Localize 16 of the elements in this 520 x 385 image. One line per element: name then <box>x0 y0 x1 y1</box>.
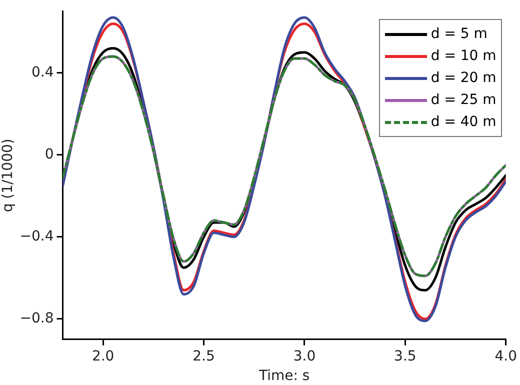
legend-label: d = 20 m <box>430 70 496 86</box>
x-tick-label: 2.0 <box>92 348 114 364</box>
legend-label: d = 10 m <box>430 48 496 64</box>
y-tick-label: 0 <box>44 146 54 163</box>
y-tick-label: −0.4 <box>20 228 54 245</box>
x-tick-label: 3.0 <box>293 348 316 364</box>
x-tick-label: 4.0 <box>494 348 517 364</box>
y-tick-label: −0.8 <box>20 310 54 327</box>
x-axis-title: Time: s <box>258 368 310 384</box>
x-tick-label: 2.5 <box>192 348 215 364</box>
legend-label: d = 5 m <box>430 26 488 42</box>
y-axis-title: q (1/1000) <box>0 138 16 212</box>
y-tick-label: 0.4 <box>32 64 54 81</box>
x-tick-label: 3.5 <box>394 348 416 364</box>
legend-label: d = 25 m <box>430 92 496 108</box>
legend-label: d = 40 m <box>430 114 496 130</box>
